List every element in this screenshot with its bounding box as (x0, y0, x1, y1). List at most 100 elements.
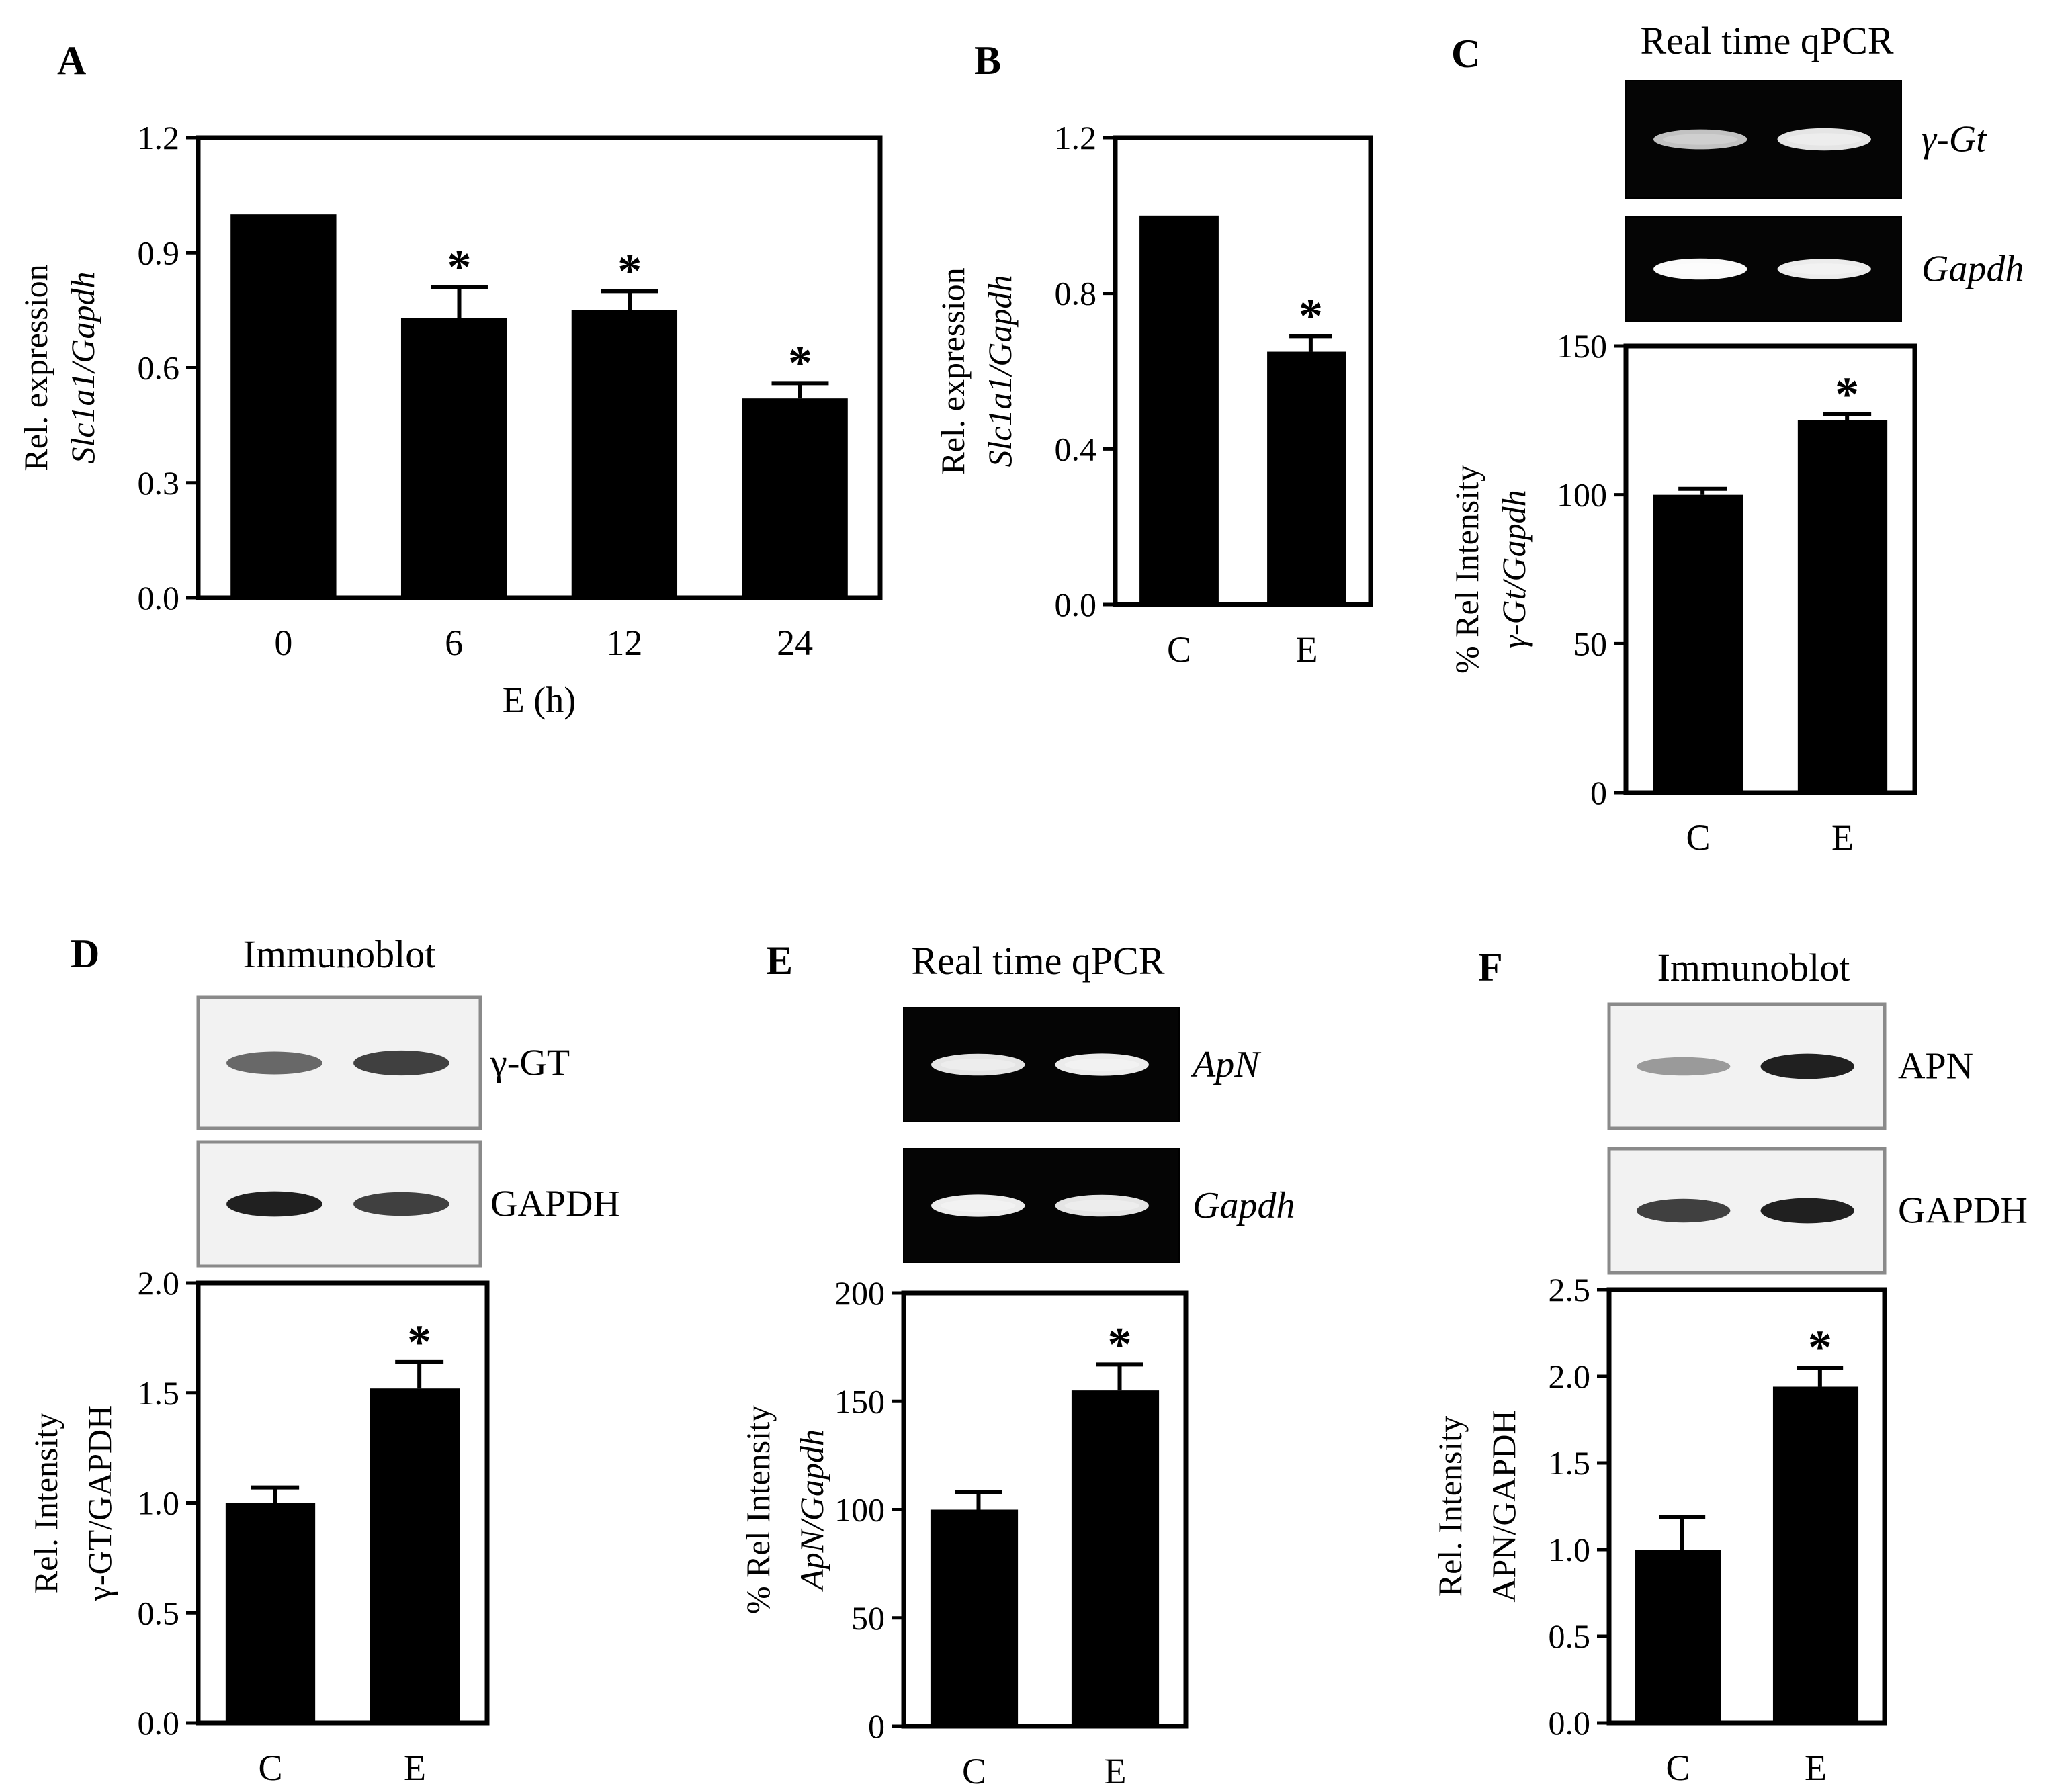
significance-star: * (407, 1315, 431, 1369)
gel-blot-d-1: GAPDH (196, 1140, 620, 1268)
significance-star: * (1835, 367, 1859, 421)
plot-frame (1113, 135, 1373, 607)
bar-C (1139, 215, 1219, 605)
panel-a: A 0.0 0.3 0.6 0.9 1.2 0 * 6 * 12 * 24 E (h) Rel. expre… (17, 38, 883, 720)
y-tick-label: 0.0 (1549, 1704, 1591, 1742)
method-title: Immunoblot (1657, 946, 1850, 989)
bar-E (370, 1388, 460, 1723)
y-axis-title-line: Rel. expression (934, 267, 972, 474)
y-axis-title-line: % Rel Intensity (739, 1405, 777, 1614)
bar-6 (400, 318, 507, 598)
x-category-label: C (258, 1748, 282, 1786)
y-tick-label: 200 (834, 1274, 885, 1312)
y-axis-title-line: ApN/Gapdh (793, 1429, 830, 1592)
panel-letter: D (71, 932, 99, 976)
gel-band (1760, 1198, 1854, 1224)
y-tick-label: 1.0 (138, 1484, 180, 1522)
y-tick-label: 0.0 (138, 1704, 180, 1742)
y-tick-label: 0.4 (1055, 430, 1097, 467)
gel-blot-c-0: γ-Gt (1625, 80, 1987, 199)
gel-blot-f-1: GAPDH (1607, 1147, 2028, 1275)
y-tick-label: 0.0 (138, 579, 180, 617)
y-axis-title-line: γ-GT/GAPDH (81, 1405, 118, 1602)
gel-band (931, 1053, 1025, 1076)
y-axis-title-line: % Rel Intensity (1448, 465, 1485, 674)
y-tick-label: 0.6 (138, 349, 180, 387)
method-title: Immunoblot (243, 932, 436, 976)
y-tick-label: 150 (834, 1382, 885, 1420)
bar-E (1267, 351, 1346, 605)
y-tick-label: 50 (1573, 625, 1607, 662)
x-category-label: E (1831, 817, 1854, 858)
panel-letter: E (766, 938, 793, 983)
gel-band-core (1064, 1200, 1139, 1212)
y-tick-label: 1.2 (1055, 119, 1097, 157)
x-category-label: E (404, 1748, 426, 1786)
significance-star: * (447, 240, 471, 294)
x-category-label: 24 (777, 623, 813, 663)
gel-blot-c-1: Gapdh (1625, 216, 2024, 322)
gel-band-core (1786, 263, 1862, 275)
panel-letter: C (1451, 32, 1480, 76)
bar-0 (230, 214, 337, 598)
y-tick-label: 1.2 (138, 119, 180, 157)
y-tick-label: 2.0 (138, 1264, 180, 1302)
gel-band (1653, 258, 1747, 280)
x-axis-title: E (h) (503, 680, 576, 720)
x-category-label: C (962, 1751, 986, 1786)
y-tick-label: 2.5 (1549, 1271, 1591, 1308)
y-tick-label: 0.0 (1055, 586, 1097, 623)
y-tick-label: 0 (1590, 774, 1607, 811)
gel-band-core (1786, 133, 1862, 146)
y-tick-label: 0.3 (138, 464, 180, 502)
y-tick-label: 1.5 (1549, 1444, 1591, 1482)
bar-12 (571, 310, 678, 598)
gel-label-e-0: ApN (1190, 1044, 1261, 1085)
bar-E (1071, 1390, 1160, 1726)
gel-band (1653, 129, 1747, 150)
bar-C (225, 1503, 316, 1723)
x-category-label: E (1296, 629, 1318, 670)
significance-star: * (1808, 1321, 1832, 1374)
significance-star: * (788, 336, 812, 390)
gel-label-f-1: GAPDH (1898, 1190, 2028, 1232)
bar-C (930, 1509, 1019, 1726)
gel-band (226, 1051, 322, 1075)
gel-band (931, 1194, 1025, 1217)
gel-band (353, 1050, 449, 1076)
gel-band (226, 1191, 322, 1217)
gel-label-c-0: γ-Gt (1922, 119, 1987, 161)
y-axis-title-line: Slc1a1/Gapdh (64, 271, 101, 463)
significance-star: * (1299, 289, 1323, 343)
gel-label-c-1: Gapdh (1922, 249, 2024, 290)
gel-band-core (1064, 1058, 1139, 1071)
x-category-label: 0 (274, 623, 292, 663)
significance-star: * (1108, 1317, 1132, 1371)
gel-band (1777, 259, 1871, 279)
panel-b: B 0.0 0.4 0.8 1.2 C * E Rel. expression Slc1a1/Ga… (934, 38, 1373, 670)
gel-band (1637, 1057, 1731, 1076)
x-category-label: C (1167, 629, 1191, 670)
y-tick-label: 100 (834, 1491, 885, 1529)
plot-frame (1606, 1287, 1887, 1726)
y-tick-label: 0.5 (1549, 1617, 1591, 1655)
gel-band-core (940, 1199, 1016, 1212)
x-category-label: C (1686, 817, 1710, 858)
y-tick-label: 100 (1557, 476, 1607, 514)
y-tick-label: 0.9 (138, 234, 180, 271)
bar-E (1772, 1386, 1859, 1723)
panel-c: C Real time qPCR 0 50 100 150 C * E % Rel Intensi… (1448, 19, 1917, 858)
gel-band-core (940, 1059, 1016, 1071)
y-axis-title-line: Rel. Intensity (27, 1413, 64, 1593)
gel-label-d-1: GAPDH (490, 1184, 620, 1225)
y-tick-label: 1.0 (1549, 1531, 1591, 1568)
y-axis-title-line: γ-Gt/Gapdh (1495, 490, 1533, 648)
x-category-label: E (1805, 1748, 1827, 1786)
y-tick-label: 0 (868, 1707, 885, 1745)
x-category-label: C (1666, 1748, 1690, 1786)
y-axis-title-line: Rel. expression (17, 264, 54, 471)
plot-frame (1623, 343, 1917, 795)
panel-letter: F (1478, 945, 1503, 989)
panel-f: F Immunoblot 0.0 0.5 1.0 1.5 2.0 2.5 C * E Rel. Int… (1431, 945, 1887, 1786)
